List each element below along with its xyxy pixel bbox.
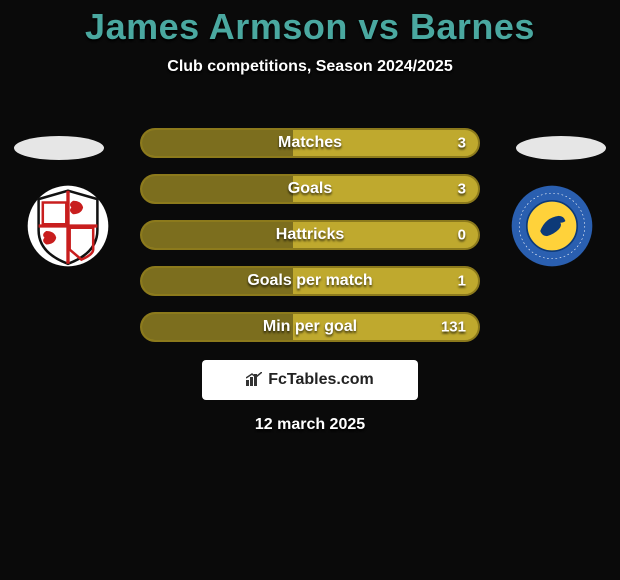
stats-bars: Matches 3 Goals 3 Hattricks 0 Goals per match 1…	[140, 128, 480, 358]
left-player-placeholder	[14, 136, 104, 160]
shield-icon	[26, 184, 110, 268]
comparison-infographic: James Armson vs Barnes Club competitions…	[0, 6, 620, 580]
left-club-badge	[26, 184, 110, 268]
stat-bar-label: Goals per match	[247, 272, 372, 290]
chart-icon	[246, 372, 262, 389]
stat-bar: Min per goal 131	[140, 312, 480, 342]
right-club-badge	[510, 184, 594, 268]
stat-bar-label: Min per goal	[263, 318, 357, 336]
stat-bar-left-fill	[142, 130, 293, 156]
brand-watermark: FcTables.com	[202, 360, 418, 400]
stat-bar: Hattricks 0	[140, 220, 480, 250]
club-crest-icon	[510, 184, 594, 268]
stat-bar: Matches 3	[140, 128, 480, 158]
stat-bar-label: Hattricks	[276, 226, 344, 244]
stat-bar-left-fill	[142, 176, 293, 202]
stat-bar-value-right: 131	[441, 319, 466, 336]
stat-bar-label: Goals	[288, 180, 332, 198]
stat-bar-value-right: 3	[458, 181, 466, 198]
stat-bar-label: Matches	[278, 134, 342, 152]
stat-bar: Goals 3	[140, 174, 480, 204]
stat-bar-value-right: 1	[458, 273, 466, 290]
stat-bar-value-right: 3	[458, 135, 466, 152]
stat-bar-value-right: 0	[458, 227, 466, 244]
brand-label: FcTables.com	[268, 371, 374, 389]
page-title: James Armson vs Barnes	[0, 6, 620, 48]
stat-bar-left-fill	[142, 222, 293, 248]
stat-bar: Goals per match 1	[140, 266, 480, 296]
right-player-placeholder	[516, 136, 606, 160]
date-label: 12 march 2025	[0, 416, 620, 434]
page-subtitle: Club competitions, Season 2024/2025	[0, 58, 620, 76]
